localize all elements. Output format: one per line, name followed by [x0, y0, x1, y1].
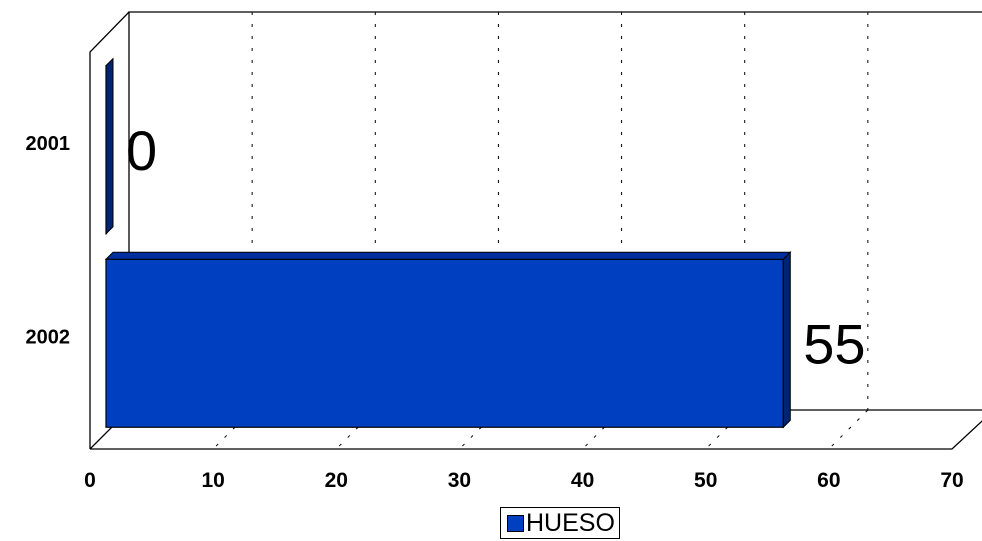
category-label: 2002 — [26, 326, 71, 348]
x-axis-ticks: 0 10 20 30 40 50 60 70 — [84, 469, 964, 492]
category-label: 2001 — [26, 133, 71, 155]
bar-top — [104, 251, 792, 260]
x-tick-label: 60 — [817, 469, 840, 492]
bar-side — [782, 251, 791, 429]
legend-swatch — [507, 514, 524, 532]
bar — [105, 57, 114, 235]
gridline-floor — [828, 409, 869, 450]
side-wall-edge — [89, 11, 130, 449]
bars — [104, 57, 792, 429]
legend: HUESO — [500, 507, 620, 539]
x-tick-label: 0 — [84, 469, 96, 492]
bar-front — [105, 258, 784, 428]
data-label: 0 — [126, 119, 157, 182]
x-tick-label: 10 — [201, 469, 224, 492]
x-tick-label: 70 — [940, 469, 963, 492]
x-tick-label: 40 — [571, 469, 594, 492]
legend-label: HUESO — [526, 508, 615, 537]
data-label: 55 — [803, 312, 865, 375]
category-labels: 2001 2002 — [26, 133, 71, 349]
data-labels: 0 55 — [126, 119, 866, 376]
x-tick-label: 50 — [694, 469, 717, 492]
x-tick-label: 20 — [325, 469, 348, 492]
bar — [104, 251, 792, 429]
x-tick-label: 30 — [448, 469, 471, 492]
bar-side — [105, 57, 114, 235]
